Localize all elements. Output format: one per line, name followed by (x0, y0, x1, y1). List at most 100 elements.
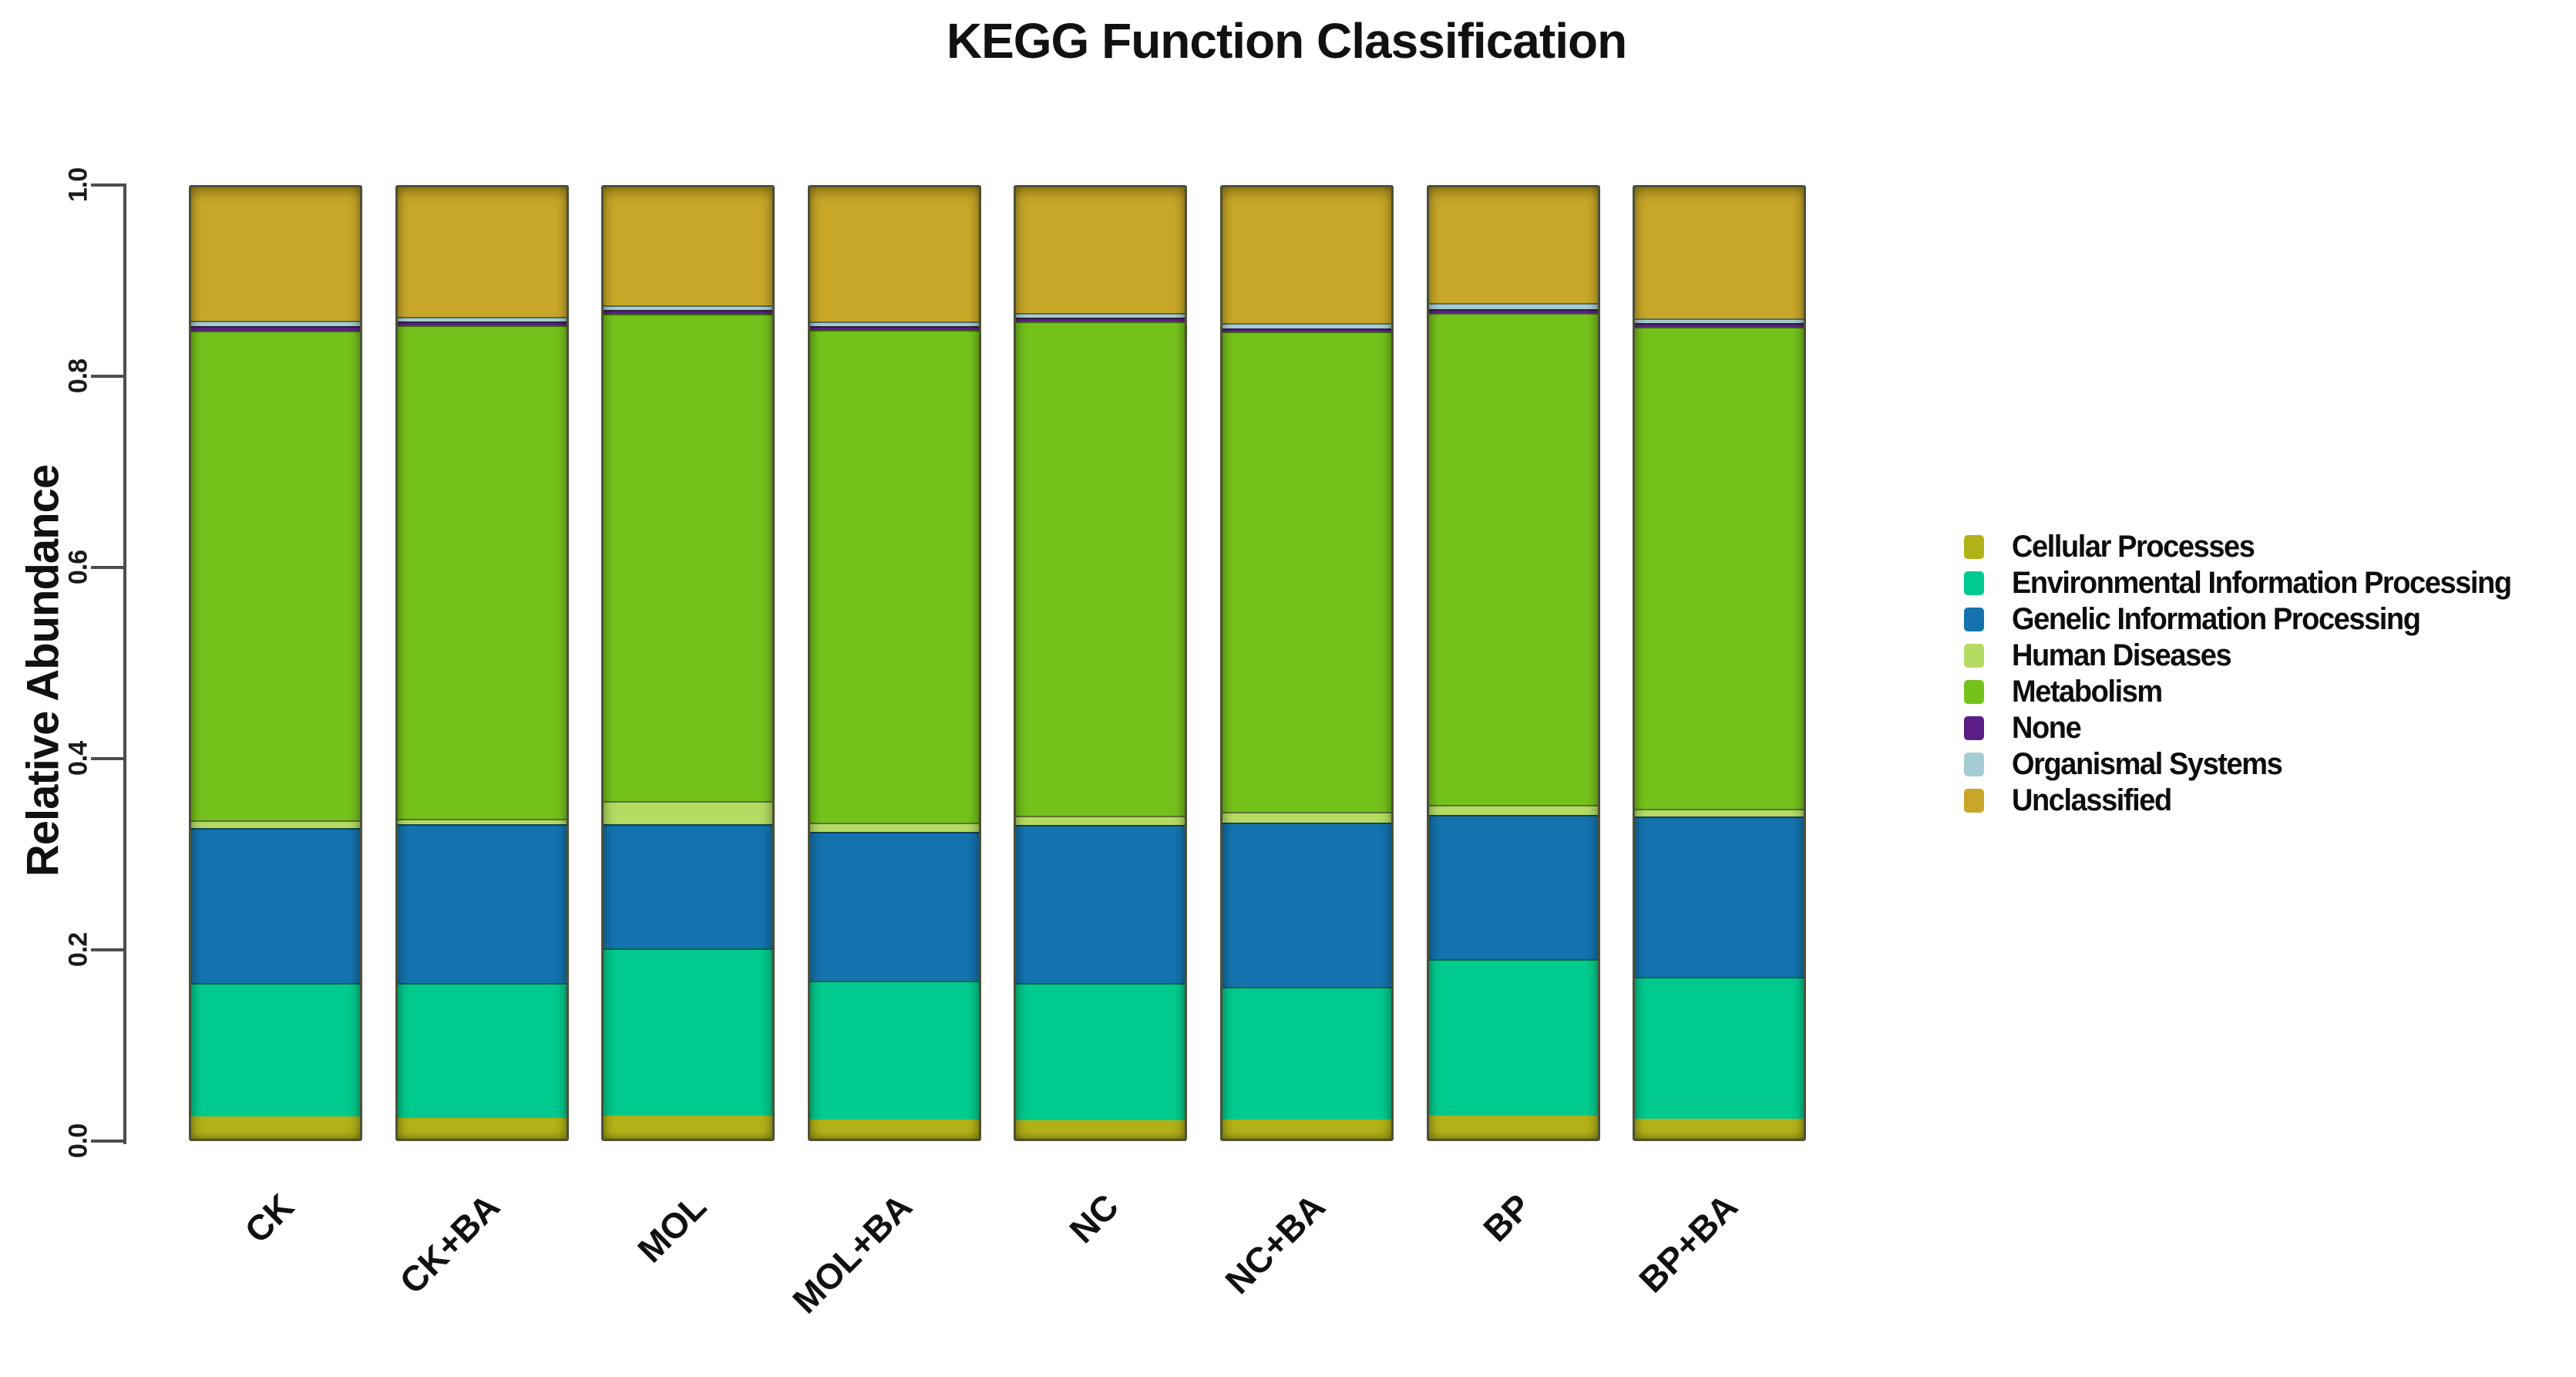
bar-segment (809, 326, 979, 330)
legend-swatch (1964, 716, 1984, 740)
bar-segment (1016, 1120, 1185, 1139)
legend-item: Unclassified (1964, 783, 2537, 819)
y-tick-label: 0.6 (63, 550, 93, 585)
bar-segment (809, 981, 979, 1120)
bar-segment (1016, 312, 1185, 318)
bar-segment (604, 313, 773, 802)
bar-segment (1428, 303, 1598, 309)
bar-segment (191, 828, 360, 983)
bar-segment (191, 326, 360, 332)
y-tick-mark (91, 1140, 126, 1143)
bar-segment (397, 316, 567, 322)
legend-label: Cellular Processes (2012, 530, 2255, 564)
bar-segment (1635, 187, 1804, 319)
legend-label: Unclassified (2012, 783, 2172, 817)
stacked-bar-mol-ba (807, 185, 981, 1141)
x-axis-label: NC+BA (1216, 1186, 1333, 1302)
bar-segment (397, 982, 567, 1118)
legend-swatch (1964, 644, 1984, 668)
legend-swatch (1964, 571, 1984, 595)
stacked-bar-bp (1426, 185, 1600, 1141)
legend-swatch (1964, 535, 1984, 559)
bar-segment (1016, 982, 1185, 1121)
x-axis-label: CK (236, 1186, 301, 1251)
bar-segment (604, 305, 773, 310)
legend-item: Organismal Systems (1964, 746, 2537, 783)
legend-item: Environmental Information Processing (1964, 565, 2537, 601)
bar-segment (1222, 323, 1391, 328)
bar-segment (1635, 809, 1804, 817)
stacked-bar-nc-ba (1220, 185, 1394, 1141)
bar-segment (809, 1119, 979, 1139)
legend-label: Genelic Information Processing (2012, 602, 2421, 636)
stacked-bar-ck (189, 185, 362, 1141)
bar-segment (809, 321, 979, 327)
bar-segment (604, 801, 773, 825)
bar-segment (1016, 187, 1185, 313)
y-tick-label: 0.8 (63, 359, 93, 394)
bar-segment (191, 982, 360, 1117)
stacked-bar-mol (601, 185, 775, 1141)
legend-swatch (1964, 752, 1984, 776)
y-tick-mark (91, 375, 126, 378)
bar-segment (604, 948, 773, 1116)
y-axis-line (123, 183, 126, 1144)
y-tick-mark (91, 566, 126, 569)
y-axis-label: Relative Abundance (18, 464, 69, 877)
bar-segment (1428, 1116, 1598, 1139)
bar-segment (809, 831, 979, 981)
bar-segment (397, 187, 567, 317)
bar-segment (1016, 321, 1185, 816)
legend-item: Human Diseases (1964, 638, 2537, 674)
legend-label: Organismal Systems (2012, 747, 2283, 781)
stacked-bar-bp-ba (1633, 185, 1807, 1141)
stacked-bar-ck-ba (395, 185, 569, 1141)
y-tick-label: 0.2 (63, 932, 93, 968)
bar-segment (1222, 187, 1391, 324)
bar-segment (191, 1116, 360, 1139)
bar-segment (397, 818, 567, 825)
bar-segment (604, 309, 773, 314)
x-axis-label: CK+BA (392, 1186, 508, 1302)
bar-segment (1428, 958, 1598, 1116)
x-axis-label: MOL (629, 1186, 714, 1271)
bar-segment (1016, 317, 1185, 322)
legend: Cellular Processes Environmental Informat… (1964, 529, 2537, 819)
bar-segment (1635, 327, 1804, 810)
bar-segment (604, 1116, 773, 1139)
bar-segment (1428, 814, 1598, 959)
bar-segment (809, 187, 979, 322)
y-tick-mark (91, 948, 126, 951)
bar-segment (191, 320, 360, 327)
x-axis-label: BP+BA (1630, 1186, 1745, 1301)
bar-segment (1222, 328, 1391, 332)
legend-swatch (1964, 680, 1984, 704)
bar-segment (604, 824, 773, 949)
bar-segment (397, 325, 567, 819)
legend-item: None (1964, 710, 2537, 746)
bar-segment (1635, 323, 1804, 328)
bar-segment (1222, 811, 1391, 823)
bar-segment (1222, 1119, 1391, 1139)
x-axis-label: MOL+BA (785, 1186, 920, 1321)
bar-segment (1635, 977, 1804, 1119)
bar-segment (604, 187, 773, 305)
bar-segment (1016, 825, 1185, 983)
bar-segment (397, 1117, 567, 1139)
legend-item: Metabolism (1964, 674, 2537, 710)
y-tick-mark (91, 757, 126, 760)
stacked-bar-nc (1014, 185, 1188, 1141)
bar-segment (191, 820, 360, 829)
legend-item: Genelic Information Processing (1964, 601, 2537, 638)
legend-label: Human Diseases (2012, 638, 2232, 672)
bar-segment (1016, 815, 1185, 826)
bar-segment (1222, 332, 1391, 812)
legend-label: Environmental Information Processing (2012, 566, 2512, 600)
bar-segment (191, 187, 360, 321)
bar-segment (809, 329, 979, 823)
bar-segment (1428, 308, 1598, 313)
bar-segment (1428, 312, 1598, 806)
legend-item: Cellular Processes (1964, 529, 2537, 565)
bar-segment (1222, 822, 1391, 987)
